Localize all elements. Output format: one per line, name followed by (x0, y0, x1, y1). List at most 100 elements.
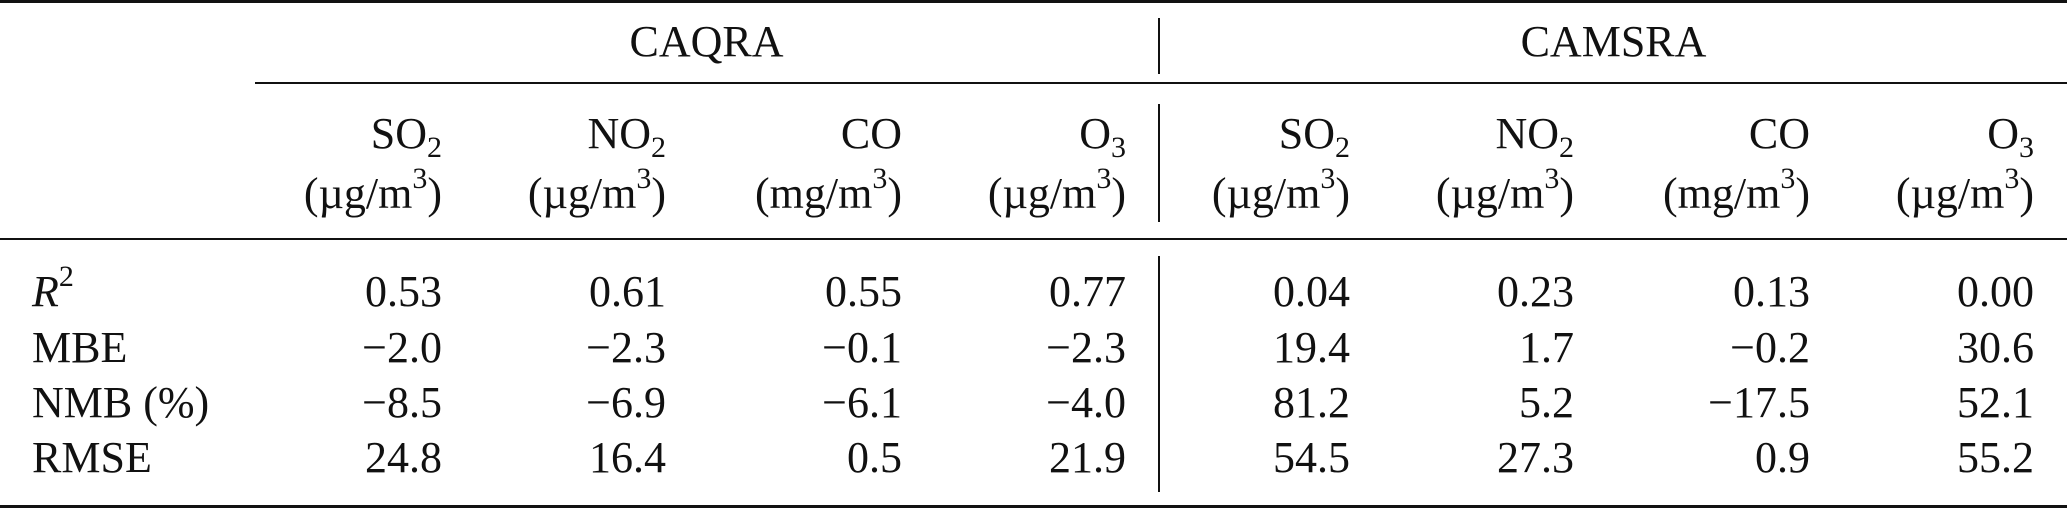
row-label: RMSE (32, 428, 152, 488)
table-row: R2 0.53 0.61 0.55 0.77 0.04 0.23 0.13 0.00 (0, 262, 2067, 322)
unit-close: ) (1335, 169, 1350, 218)
column-header: NO2 (µg/m3) (1344, 104, 1574, 224)
unit-exponent: 3 (1320, 162, 1336, 195)
unit-text: (µg/m (987, 169, 1097, 218)
table-cell: 0.53 (365, 267, 442, 316)
unit-exponent: 3 (1096, 162, 1112, 195)
unit-text: (µg/m (1895, 169, 2005, 218)
row-label: MBE (32, 318, 127, 378)
table-cell: 0.61 (589, 267, 666, 316)
table-cell: 0.23 (1497, 267, 1574, 316)
table-cell: −0.2 (1730, 323, 1810, 372)
species-symbol: O (1079, 109, 1111, 158)
unit-label: (µg/m3) (1344, 164, 1574, 224)
species-symbol: SO (370, 109, 427, 158)
table-cell: 81.2 (1273, 378, 1350, 427)
table-cell: 55.2 (1957, 433, 2034, 482)
table-cell: 0.04 (1273, 267, 1350, 316)
species-symbol: NO (587, 109, 651, 158)
species-subscript: 2 (1559, 131, 1574, 164)
column-header: O3 (µg/m3) (1804, 104, 2034, 224)
unit-close: ) (427, 169, 442, 218)
unit-exponent: 3 (2004, 162, 2020, 195)
table-cell: 19.4 (1273, 323, 1350, 372)
table-row: MBE −2.0 −2.3 −0.1 −2.3 19.4 1.7 −0.2 30.6 (0, 318, 2067, 378)
table-cell: 1.7 (1519, 323, 1574, 372)
row-label-exponent: 2 (58, 260, 74, 293)
table-cell: 52.1 (1957, 378, 2034, 427)
group-title-caqra: CAQRA (629, 17, 784, 66)
column-header: CO (mg/m3) (1580, 104, 1810, 224)
row-label-text: MBE (32, 323, 128, 372)
table-cell: −0.1 (822, 323, 902, 372)
table-cell: 0.5 (847, 433, 902, 482)
body-divider (1158, 256, 1160, 492)
row-label-text: RMSE (32, 433, 152, 482)
unit-label: (µg/m3) (1804, 164, 2034, 224)
unit-close: ) (887, 169, 902, 218)
unit-text: (µg/m (1435, 169, 1545, 218)
table-cell: −2.3 (1046, 323, 1126, 372)
table-row: NMB (%) −8.5 −6.9 −6.1 −4.0 81.2 5.2 −17.5 52.1 (0, 373, 2067, 433)
unit-close: ) (1559, 169, 1574, 218)
table-cell: 0.9 (1755, 433, 1810, 482)
group-title-camsra: CAMSRA (1520, 17, 1707, 66)
species-name: O3 (1804, 104, 2034, 164)
species-symbol: NO (1495, 109, 1559, 158)
table-row: RMSE 24.8 16.4 0.5 21.9 54.5 27.3 0.9 55.2 (0, 428, 2067, 488)
table-cell: 0.55 (825, 267, 902, 316)
table-cell: 27.3 (1497, 433, 1574, 482)
table-cell: 16.4 (589, 433, 666, 482)
species-name: SO2 (1120, 104, 1350, 164)
table-cell: 0.00 (1957, 267, 2034, 316)
table-cell: −4.0 (1046, 378, 1126, 427)
species-name: O3 (896, 104, 1126, 164)
species-name: CO (1580, 104, 1810, 164)
column-header: SO2 (µg/m3) (212, 104, 442, 224)
unit-text: (mg/m (1663, 169, 1781, 218)
species-subscript: 2 (427, 131, 442, 164)
species-subscript: 3 (2019, 131, 2034, 164)
unit-close: ) (2019, 169, 2034, 218)
table-cell: 0.13 (1733, 267, 1810, 316)
table-cell: −17.5 (1708, 378, 1810, 427)
table-cell: −6.9 (586, 378, 666, 427)
unit-text: (mg/m (755, 169, 873, 218)
species-symbol: SO (1278, 109, 1335, 158)
row-label: R2 (32, 262, 74, 322)
table-cell: 21.9 (1049, 433, 1126, 482)
row-label-suffix: %) (157, 378, 210, 427)
group-underline (255, 82, 2067, 84)
row-label-text: NMB ( (32, 378, 158, 427)
unit-text: (µg/m (527, 169, 637, 218)
table-cell: 30.6 (1957, 323, 2034, 372)
column-header: CO (mg/m3) (672, 104, 902, 224)
table-cell: 54.5 (1273, 433, 1350, 482)
unit-label: (µg/m3) (1120, 164, 1350, 224)
species-name: CO (672, 104, 902, 164)
row-label-text: R (32, 267, 59, 316)
species-subscript: 3 (1111, 131, 1126, 164)
species-name: NO2 (436, 104, 666, 164)
unit-exponent: 3 (872, 162, 888, 195)
unit-close: ) (651, 169, 666, 218)
species-symbol: O (1987, 109, 2019, 158)
table-cell: −8.5 (362, 378, 442, 427)
species-name: NO2 (1344, 104, 1574, 164)
unit-exponent: 3 (1780, 162, 1796, 195)
species-symbol: CO (840, 109, 902, 158)
row-label: NMB (%) (32, 373, 209, 433)
unit-close: ) (1111, 169, 1126, 218)
column-header: NO2 (µg/m3) (436, 104, 666, 224)
unit-label: (µg/m3) (896, 164, 1126, 224)
species-symbol: CO (1748, 109, 1810, 158)
table-cell: −2.0 (362, 323, 442, 372)
top-rule (0, 0, 2067, 3)
header-rule (0, 238, 2067, 240)
table-cell: −2.3 (586, 323, 666, 372)
header-divider (1158, 104, 1160, 222)
unit-close: ) (1795, 169, 1810, 218)
column-header: SO2 (µg/m3) (1120, 104, 1350, 224)
column-header: O3 (µg/m3) (896, 104, 1126, 224)
